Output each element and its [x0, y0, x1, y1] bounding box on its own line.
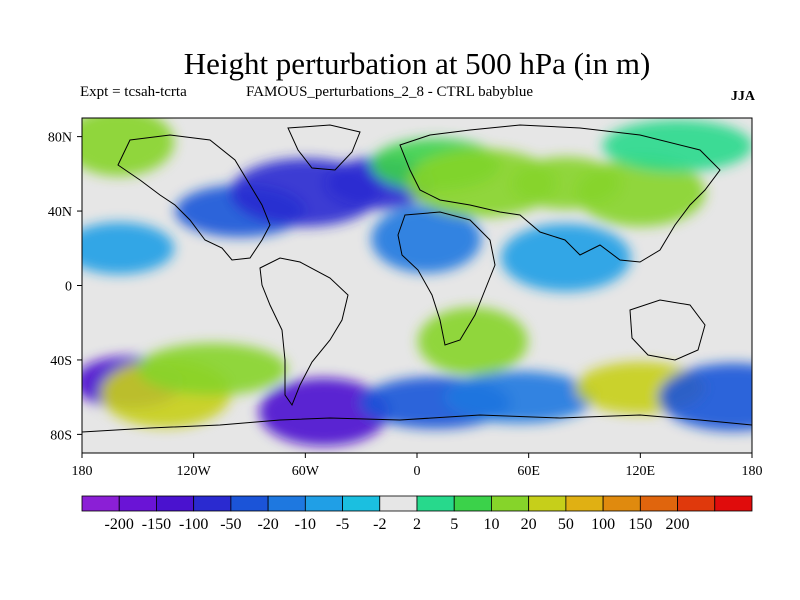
lat-tick-label: 40N — [48, 205, 72, 220]
south-america-coast — [259, 257, 349, 407]
colorbar-label: 100 — [591, 516, 615, 533]
lon-tick-label: 60E — [517, 464, 540, 479]
field-blob — [444, 371, 595, 424]
colorbar-label: -5 — [336, 516, 349, 533]
europe-asia-coast — [399, 124, 721, 263]
field-blob — [417, 307, 528, 376]
africa-coast — [397, 211, 496, 346]
perturbation-label: FAMOUS_perturbations_2_8 - CTRL babyblue — [246, 84, 534, 100]
colorbar-swatch — [267, 495, 306, 512]
colorbar-swatch — [416, 495, 455, 512]
colorbar-label: -10 — [295, 516, 316, 533]
colorbar-label: -100 — [179, 516, 208, 533]
colorbar-label: 150 — [628, 516, 652, 533]
colorbar-swatch — [565, 495, 604, 512]
colorbar-label: -20 — [257, 516, 278, 533]
colorbar-swatch — [602, 495, 641, 512]
colorbar-swatch — [714, 495, 753, 512]
greenland-coast — [287, 124, 361, 171]
colorbar-label: -150 — [142, 516, 171, 533]
plot-title: Height perturbation at 500 hPa (in m) — [183, 46, 651, 81]
australia-coast — [629, 299, 706, 361]
colorbar-label: 200 — [666, 516, 690, 533]
colorbar-swatch — [491, 495, 530, 512]
colorbar-swatch — [304, 495, 343, 512]
field-blob — [500, 223, 631, 292]
lon-tick-label: 120W — [177, 464, 212, 479]
lat-tick-label: 80N — [48, 131, 72, 146]
field-blob — [575, 158, 706, 227]
colorbar-swatch — [639, 495, 678, 512]
colorbar-label: -200 — [105, 516, 134, 533]
antarctica-coast — [82, 414, 752, 433]
colorbar-label: 50 — [558, 516, 574, 533]
season-label: JJA — [730, 89, 755, 104]
north-america-coast — [117, 134, 271, 261]
colorbar-label: 10 — [483, 516, 499, 533]
field-blob — [82, 222, 175, 275]
colorbar: -200 -150 -100 -50 -20 -10 -5 -2 2 5 10 20 50 100 150 2… — [81, 495, 753, 533]
map-area — [82, 118, 752, 453]
colorbar-swatch — [193, 495, 232, 512]
height-field — [82, 118, 752, 447]
field-blob — [602, 119, 752, 172]
field-blob — [371, 204, 482, 273]
lon-tick-label: 180 — [742, 464, 763, 479]
lat-tick-label: 0 — [65, 280, 72, 295]
colorbar-label: -50 — [220, 516, 241, 533]
colorbar-label: 2 — [413, 516, 421, 533]
lat-tick-label: 80S — [50, 428, 72, 443]
colorbar-swatch — [528, 495, 567, 512]
lat-tick-label: 40S — [50, 354, 72, 369]
colorbar-swatch — [342, 495, 381, 512]
experiment-label: Expt = tcsah-tcrta — [80, 84, 187, 100]
colorbar-swatch — [230, 495, 269, 512]
colorbar-swatch — [453, 495, 492, 512]
lon-tick-label: 60W — [292, 464, 320, 479]
lon-tick-label: 0 — [414, 464, 421, 479]
coastlines — [82, 124, 752, 433]
map-axes: 80N 40N 0 40S 80S 180 120W 60W 0 60E 120E 180 — [48, 131, 763, 479]
colorbar-swatch — [677, 495, 716, 512]
colorbar-swatch — [156, 495, 195, 512]
colorbar-swatch — [81, 495, 120, 512]
field-blob — [258, 378, 389, 447]
field-blob — [407, 149, 558, 218]
lon-tick-label: 120E — [626, 464, 656, 479]
colorbar-label: 5 — [450, 516, 458, 533]
field-blob — [137, 343, 288, 396]
lon-tick-label: 180 — [72, 464, 93, 479]
colorbar-swatch — [118, 495, 157, 512]
colorbar-swatch — [379, 495, 418, 512]
colorbar-label: 20 — [521, 516, 537, 533]
field-blob — [82, 118, 175, 177]
field-blob — [658, 363, 752, 432]
colorbar-label: -2 — [373, 516, 386, 533]
